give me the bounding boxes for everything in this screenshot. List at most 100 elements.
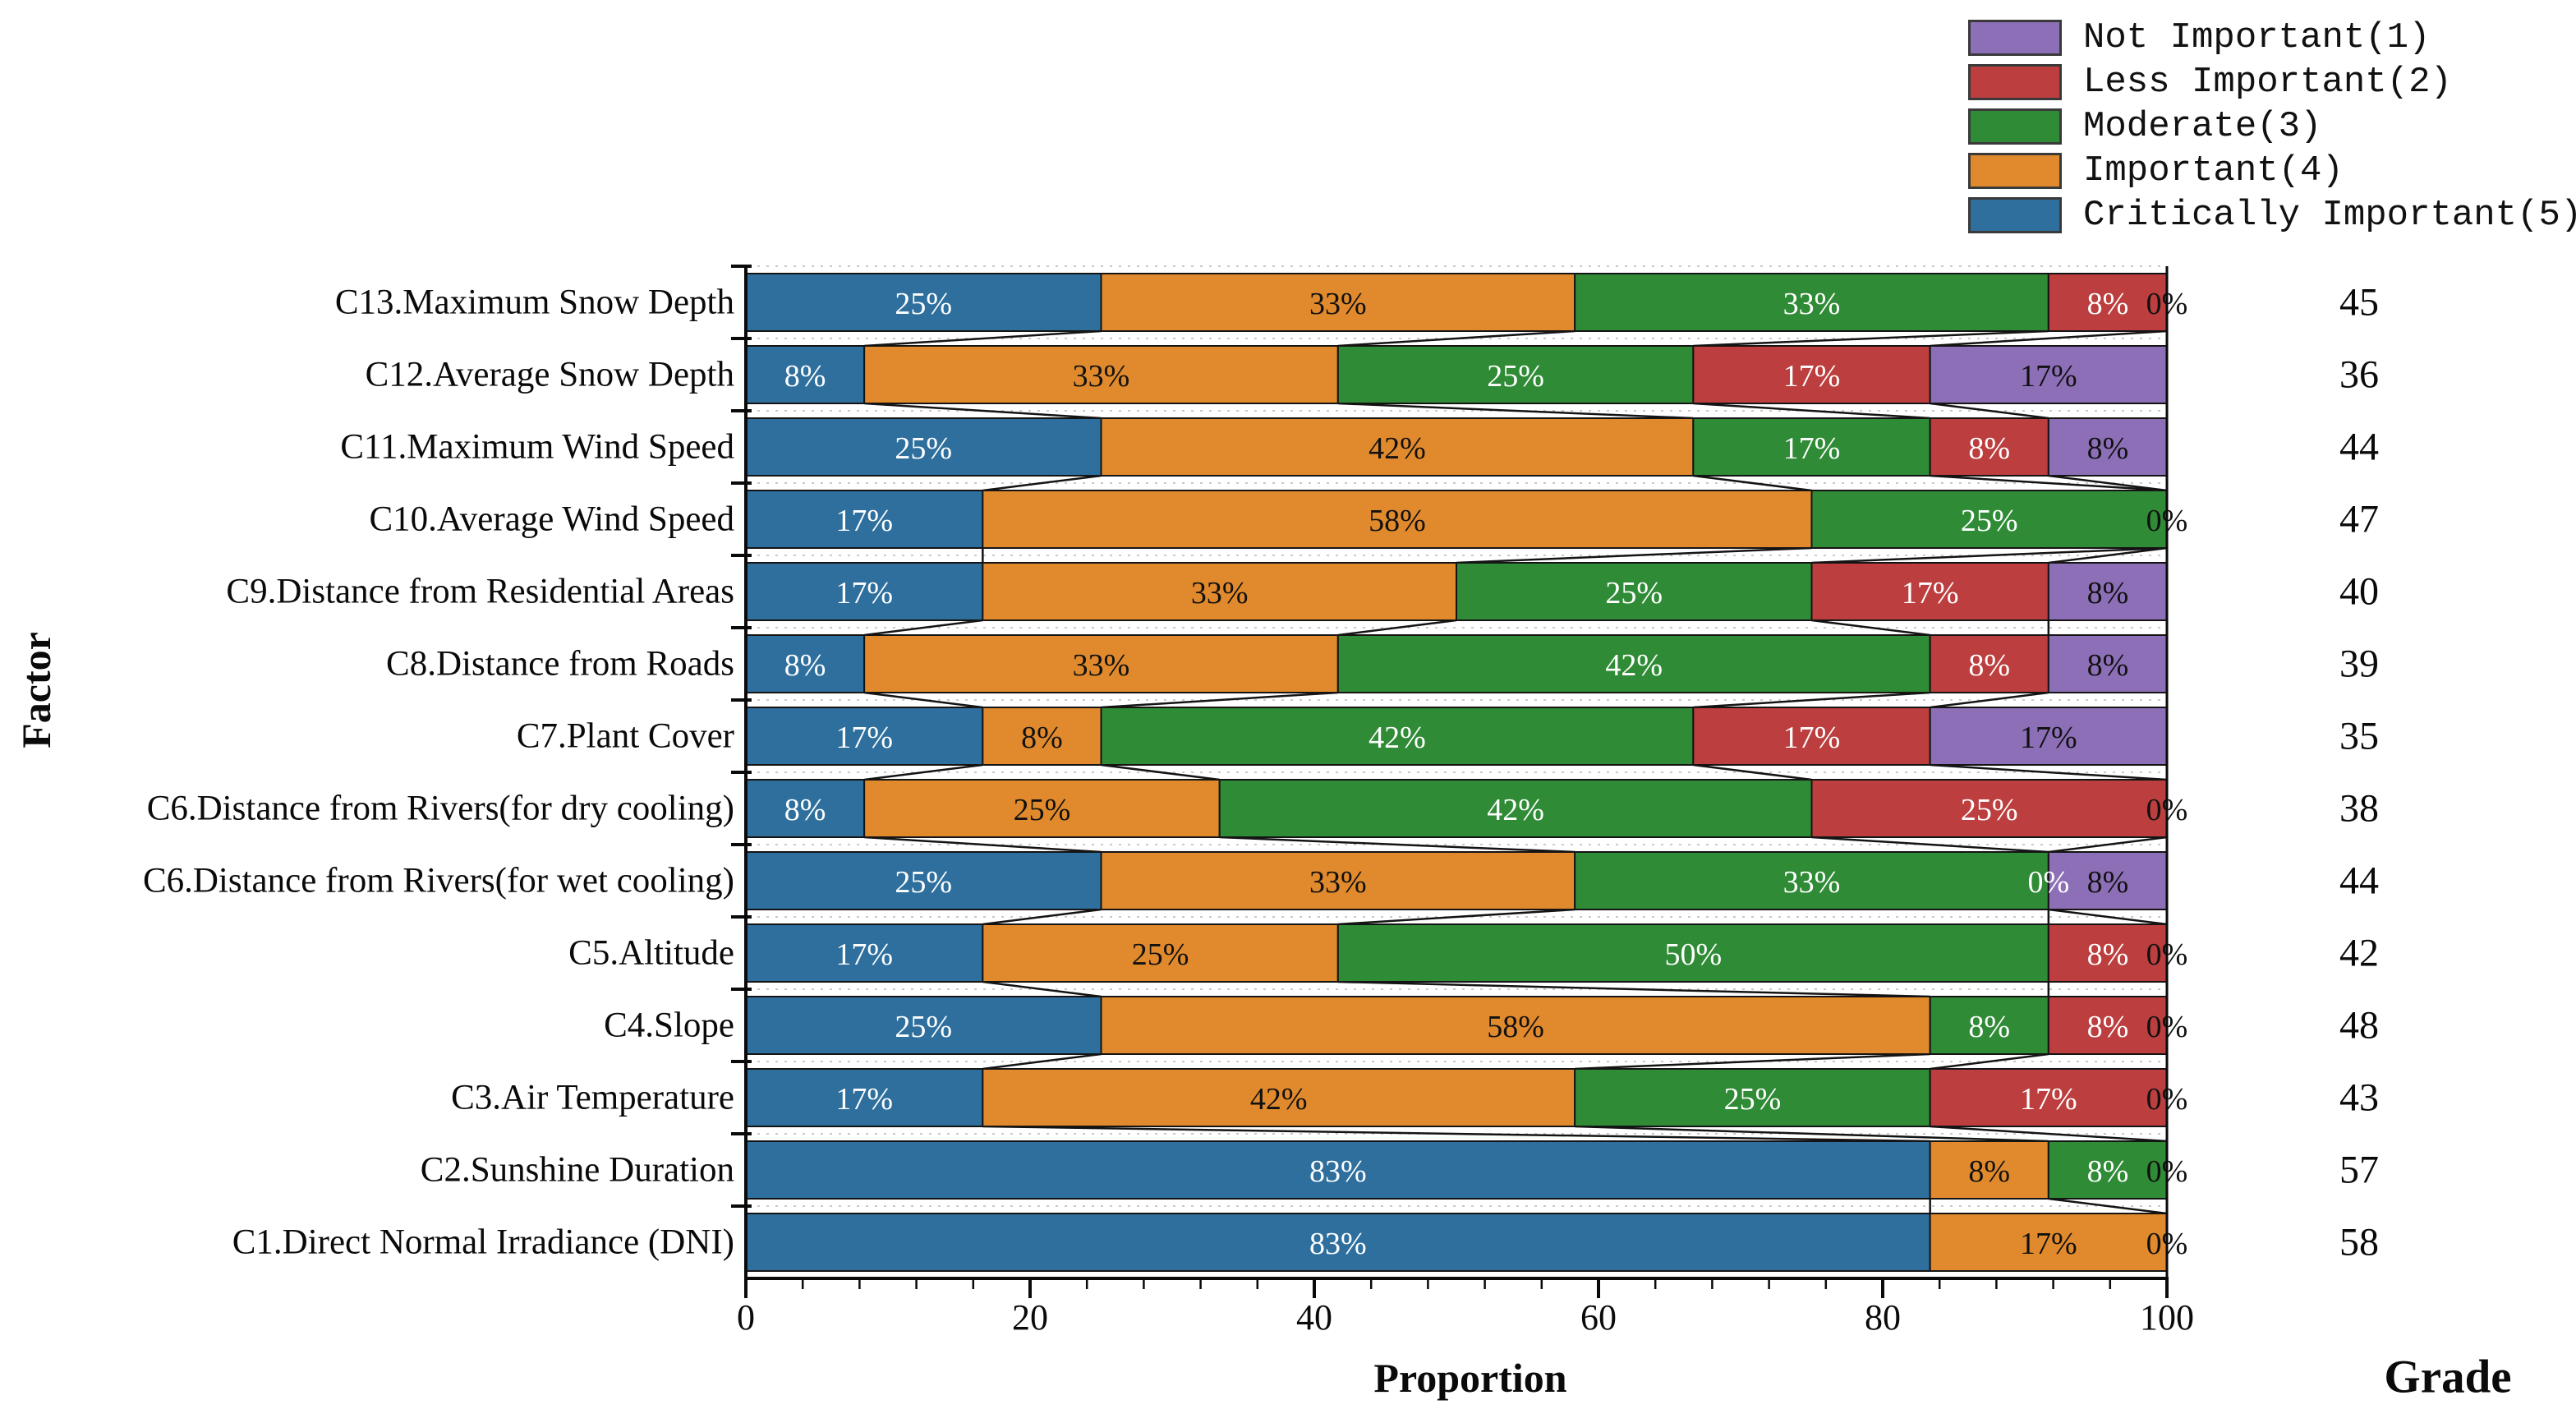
legend-swatch-moderate bbox=[1968, 108, 2062, 145]
connector-line bbox=[2048, 546, 2168, 564]
bar-segment-label: 17% bbox=[835, 1082, 893, 1117]
bar-segment bbox=[982, 562, 1458, 621]
bar-segment-label: 25% bbox=[895, 431, 952, 466]
bar-segment-label: 8% bbox=[784, 359, 826, 394]
factor-label: C8.Distance from Roads bbox=[386, 645, 734, 684]
connector-line bbox=[982, 980, 1102, 998]
connector-line bbox=[864, 691, 983, 709]
bar-segment bbox=[2047, 851, 2168, 910]
legend-item-critically-important: Critically Important(5) bbox=[1968, 197, 2576, 233]
grade-value: 38 bbox=[2339, 787, 2379, 831]
bar-segment bbox=[1100, 417, 1695, 477]
legend-item-less-important: Less Important(2) bbox=[1968, 64, 2576, 100]
bar-segment bbox=[745, 1140, 1931, 1200]
connector-line bbox=[1575, 1125, 2049, 1143]
connector-line bbox=[1811, 546, 2168, 564]
bar-segment-label: 17% bbox=[2020, 1227, 2077, 1261]
y-axis-title: Factor bbox=[13, 632, 59, 748]
bar-segment bbox=[1100, 273, 1576, 332]
bar-segment-label: 17% bbox=[2020, 359, 2077, 394]
bar-segment bbox=[2047, 996, 2168, 1055]
bar-segment bbox=[1810, 490, 2168, 549]
bar-segment-label: 17% bbox=[835, 937, 893, 972]
connector-line bbox=[864, 836, 1102, 854]
bar-segment-label: 8% bbox=[2087, 937, 2129, 972]
bar-segment-label: 8% bbox=[784, 793, 826, 827]
connector-line bbox=[1693, 691, 1930, 709]
bar-segment-label: 83% bbox=[1309, 1154, 1367, 1189]
bar-segment bbox=[745, 996, 1102, 1055]
grade-column-title: Grade bbox=[2384, 1351, 2512, 1403]
connector-line bbox=[982, 1125, 1930, 1143]
bar-segment bbox=[1692, 345, 1931, 404]
bar-segment bbox=[982, 490, 1813, 549]
grade-value: 39 bbox=[2339, 642, 2379, 686]
bar-segment bbox=[1574, 851, 2049, 910]
bar-segment-label: 8% bbox=[1968, 648, 2010, 683]
connector-line bbox=[1101, 691, 1338, 709]
bar-segment-label: 33% bbox=[1191, 576, 1249, 610]
connector-line bbox=[1930, 763, 2168, 781]
bar-segment bbox=[1100, 851, 1576, 910]
bar-segment-label: 17% bbox=[1783, 359, 1841, 394]
bar-segment-label: 42% bbox=[1368, 431, 1426, 466]
legend-item-moderate: Moderate(3) bbox=[1968, 108, 2576, 145]
bar-segment bbox=[1218, 779, 1813, 838]
bar-segment-label: 33% bbox=[1309, 287, 1367, 321]
connector-line bbox=[1693, 474, 1812, 492]
grade-value: 44 bbox=[2339, 859, 2379, 903]
connector-line bbox=[2048, 1197, 2168, 1215]
bar-segment-label: 42% bbox=[1250, 1082, 1308, 1117]
bar-segment-label: 17% bbox=[2020, 1082, 2077, 1117]
connector-line bbox=[2048, 474, 2168, 492]
bar-segment-label: 25% bbox=[895, 865, 952, 900]
bar-segment bbox=[2047, 923, 2168, 983]
bar-segment bbox=[1929, 634, 2049, 693]
bar-segment bbox=[745, 923, 984, 983]
connector-line bbox=[1930, 1052, 2049, 1071]
factor-label: C11.Maximum Wind Speed bbox=[340, 428, 734, 467]
legend-label: Less Important(2) bbox=[2083, 62, 2452, 103]
bar-segment-label: 17% bbox=[2020, 721, 2077, 755]
connector-line bbox=[1930, 691, 2049, 709]
connector-line bbox=[1930, 402, 2049, 420]
bar-segment-label: 8% bbox=[2087, 865, 2129, 900]
bar-segment-label: 8% bbox=[1968, 431, 2010, 466]
connector-line bbox=[982, 1052, 1102, 1071]
bar-segment bbox=[1574, 273, 2049, 332]
factor-label: C6.Distance from Rivers(for wet cooling) bbox=[143, 862, 734, 900]
bar-segment bbox=[1574, 1068, 1931, 1127]
bar-segment bbox=[1336, 634, 1931, 693]
factor-label: C4.Slope bbox=[604, 1006, 734, 1045]
bar-segment-label: 25% bbox=[1487, 359, 1544, 394]
x-axis-tick-label: 60 bbox=[1580, 1297, 1617, 1338]
connector-line bbox=[864, 329, 1102, 348]
grade-value: 36 bbox=[2339, 353, 2379, 397]
bar-segment-label: 17% bbox=[835, 721, 893, 755]
bar-segment bbox=[1336, 345, 1695, 404]
connector-line bbox=[1456, 546, 1812, 564]
bar-segment bbox=[2047, 562, 2168, 621]
bar-segment-label: 25% bbox=[1605, 576, 1663, 610]
bar-segment-label: 58% bbox=[1487, 1010, 1544, 1044]
connector-line bbox=[1337, 980, 1930, 998]
bar-segment-label: 25% bbox=[1014, 793, 1071, 827]
bar-segment-label: 8% bbox=[2087, 576, 2129, 610]
bar-segment-label: 8% bbox=[1021, 721, 1063, 755]
factor-label: C3.Air Temperature bbox=[451, 1079, 734, 1117]
bar-segment-label: 50% bbox=[1665, 937, 1723, 972]
connector-line bbox=[1693, 402, 1930, 420]
bar-segment bbox=[1929, 707, 2169, 766]
bar-zero-label: 0% bbox=[2028, 865, 2070, 900]
connector-line bbox=[1575, 1052, 1930, 1071]
connector-line bbox=[864, 763, 983, 781]
legend-item-important: Important(4) bbox=[1968, 153, 2576, 189]
x-axis-tick-label: 20 bbox=[1012, 1297, 1048, 1338]
bar-segment-label: 42% bbox=[1368, 721, 1426, 755]
bar-segment bbox=[745, 851, 1102, 910]
factor-label: C9.Distance from Residential Areas bbox=[226, 573, 734, 611]
bar-segment-label: 33% bbox=[1073, 359, 1130, 394]
connector-line bbox=[1930, 1125, 2168, 1143]
bar-segment bbox=[2047, 1140, 2168, 1200]
factor-label: C10.Average Wind Speed bbox=[370, 500, 735, 539]
